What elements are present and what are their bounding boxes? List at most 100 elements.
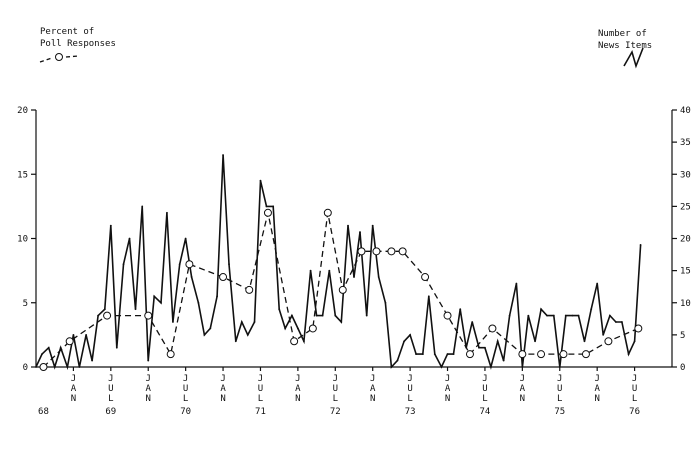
poll-responses-marker [421,273,430,282]
news-items-point [446,353,449,356]
right-tick-label: 5 [680,331,685,341]
news-items-point [359,231,361,233]
news-items-point [190,276,193,278]
poll-responses-marker [308,324,317,333]
left-tick-label: 10 [17,235,28,245]
news-items-point [403,340,406,343]
poll-responses-marker [245,285,254,294]
news-items-point [415,353,418,356]
left-tick-label: 15 [17,170,28,180]
poll-responses-marker [219,273,228,282]
poll-responses-marker [357,247,366,256]
poll-responses-marker [465,350,474,359]
x-axis-ticks: J A N J U L J A N J U L J A N J U L J A N J U L J A N J U L J A N J U L J A N J… [38,367,640,417]
news-items-point [496,340,499,343]
news-items-point [371,224,374,227]
news-items-point [128,237,131,240]
news-items-point [552,314,555,317]
news-items-line [35,154,642,371]
poll-responses-marker [387,247,396,256]
news-items-point [452,353,455,356]
news-items-point [328,269,331,272]
news-items-point [253,321,256,323]
news-items-point [309,269,312,272]
news-items-point [141,205,144,208]
x-year-label: 74 [480,407,491,417]
right-axis-ticks: 0 5 10 15 20 25 30 35 40 [672,106,691,373]
news-items-point [153,295,156,298]
x-year-label: 72 [330,407,341,417]
news-items-point [203,333,206,336]
poll-responses-marker [488,324,497,333]
news-items-point [284,327,287,330]
poll-responses-marker [604,337,613,346]
x-year-label: 75 [554,407,565,417]
news-items-point [365,314,368,317]
poll-responses-marker [443,311,452,320]
news-items-point [421,353,424,356]
news-items-point [41,353,43,356]
news-items-point [390,366,393,368]
news-items-point [340,321,343,323]
poll-responses-marker [144,311,153,320]
news-items-point [147,359,150,362]
news-items-point [209,327,212,330]
news-items-point [484,346,486,349]
news-items-point [302,340,305,343]
news-items-point [433,353,436,356]
news-items-point [166,211,168,214]
news-items-point [172,321,174,323]
news-items-point [353,276,355,278]
news-items-point [396,359,399,362]
poll-responses-marker [39,363,48,371]
news-items-point [502,359,505,362]
news-items-point [66,366,69,368]
news-items-point [427,295,430,298]
news-items-point [508,314,511,317]
right-tick-label: 0 [680,363,685,373]
news-items-point [577,314,580,317]
news-items-point [278,308,281,311]
poll-responses-marker [537,350,546,359]
right-tick-label: 35 [680,138,691,148]
news-items-point [633,340,636,343]
left-axis-ticks: 0 5 10 15 20 [17,106,36,373]
series-poll-responses [39,208,643,371]
news-items-point [35,366,37,368]
news-items-point [134,308,137,311]
news-items-point [602,333,605,336]
news-items-point [246,333,249,336]
right-tick-label: 10 [680,299,691,309]
news-items-point [534,340,536,343]
news-items-point [583,340,586,343]
news-items-point [627,353,630,356]
news-items-point [321,314,324,317]
news-items-point [103,308,106,311]
news-items-point [122,263,125,266]
news-items-point [85,333,88,336]
news-items-point [97,314,100,317]
news-items-point [228,263,230,266]
news-items-point [521,366,524,368]
news-items-point [639,244,642,246]
news-items-point [222,154,224,156]
right-tick-label: 20 [680,235,691,245]
news-items-point [590,308,593,311]
news-items-point [178,263,181,266]
poll-responses-marker [634,324,643,333]
poll-responses-marker [323,208,332,217]
news-items-point [109,224,112,227]
news-items-point [347,224,349,227]
right-tick-label: 15 [680,267,691,277]
news-items-point [115,346,118,349]
